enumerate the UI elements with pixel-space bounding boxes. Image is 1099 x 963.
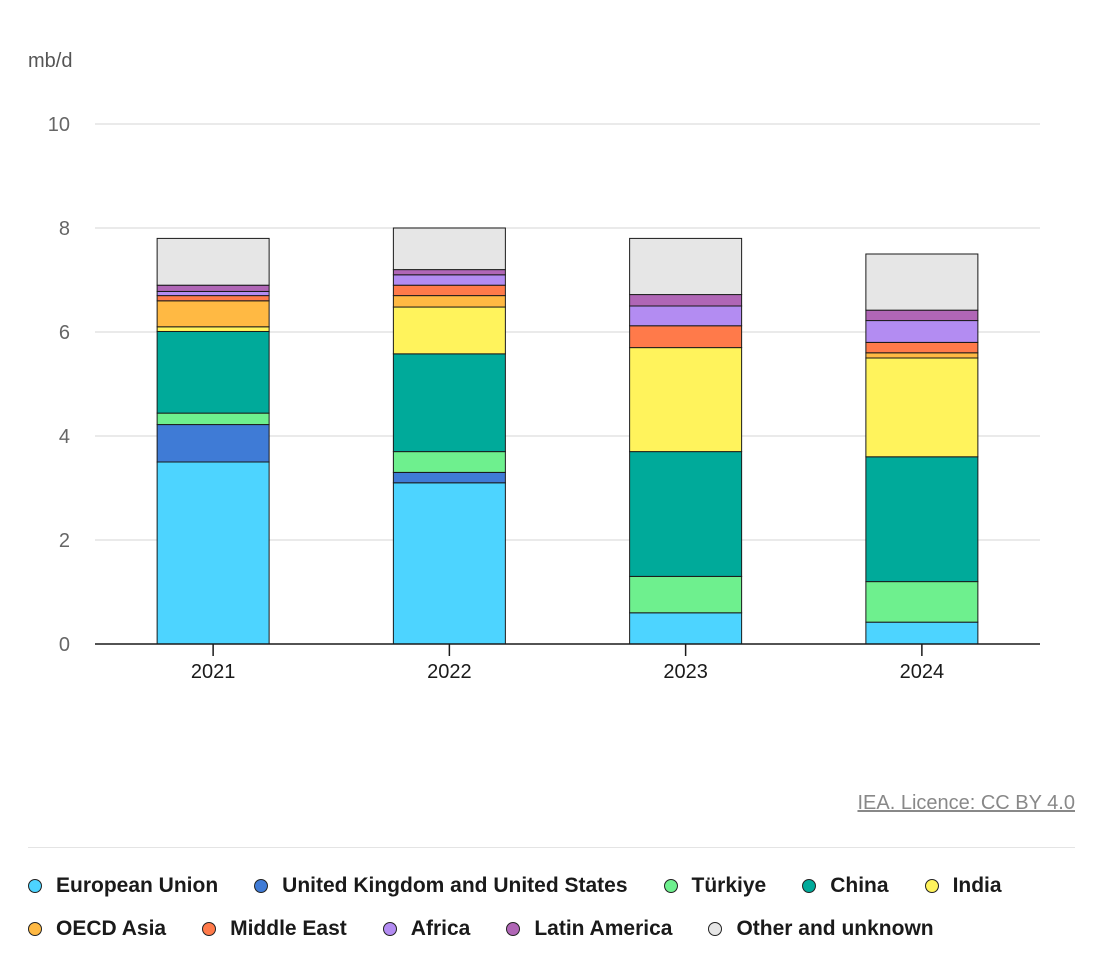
bar-segment[interactable] bbox=[392, 471, 506, 484]
y-tick-label: 2 bbox=[59, 530, 70, 552]
y-tick-label: 0 bbox=[59, 634, 70, 656]
legend-label: Africa bbox=[410, 917, 471, 940]
x-tick-label: 2021 bbox=[191, 661, 236, 683]
legend-label: Middle East bbox=[230, 917, 347, 940]
legend-item[interactable]: China bbox=[802, 874, 889, 898]
x-tick-label: 2023 bbox=[663, 661, 708, 683]
bar-segment[interactable] bbox=[392, 353, 506, 453]
y-tick-label: 8 bbox=[59, 218, 70, 240]
legend-swatch bbox=[28, 922, 42, 936]
legend-item[interactable]: United Kingdom and United States bbox=[254, 874, 628, 898]
bar-segment[interactable] bbox=[156, 284, 270, 292]
legend-label: Türkiye bbox=[691, 874, 767, 897]
bar-segment[interactable] bbox=[392, 227, 506, 271]
bar-segment[interactable] bbox=[629, 451, 743, 577]
x-tick-label: 2022 bbox=[427, 661, 472, 683]
bar-segment[interactable] bbox=[629, 347, 743, 453]
legend-swatch bbox=[802, 879, 817, 893]
stacked-bar-chart: 0 2 4 6 8 10 2021 2022 2023 2024 bbox=[48, 114, 1040, 683]
legend-item[interactable]: Latin America bbox=[506, 917, 672, 941]
bar-segment[interactable] bbox=[865, 341, 979, 354]
bar-segment[interactable] bbox=[156, 237, 270, 286]
licence-link[interactable]: IEA. Licence: CC BY 4.0 bbox=[857, 792, 1075, 814]
bar-segment[interactable] bbox=[156, 295, 270, 302]
bar-segment[interactable] bbox=[392, 269, 506, 276]
bar-segment[interactable] bbox=[392, 295, 506, 308]
bar-segment[interactable] bbox=[865, 253, 979, 311]
bar-segment[interactable] bbox=[629, 325, 743, 349]
bar-segment[interactable] bbox=[629, 575, 743, 614]
legend-swatch bbox=[28, 879, 42, 893]
bar-segment[interactable] bbox=[629, 237, 743, 296]
legend-label: OECD Asia bbox=[56, 917, 167, 940]
legend-item[interactable]: OECD Asia bbox=[28, 917, 166, 941]
legend-swatch bbox=[663, 879, 678, 893]
y-tick-label: 6 bbox=[59, 322, 70, 344]
legend-item[interactable]: India bbox=[924, 874, 1002, 898]
legend-label: European Union bbox=[56, 874, 219, 897]
bars bbox=[156, 227, 979, 645]
legend-item[interactable]: European Union bbox=[28, 874, 218, 898]
legend-divider bbox=[28, 847, 1075, 848]
bar-segment[interactable] bbox=[629, 612, 743, 645]
bar-segment[interactable] bbox=[865, 357, 979, 458]
legend-item[interactable]: Türkiye bbox=[663, 874, 767, 898]
bar-segment[interactable] bbox=[156, 424, 270, 463]
bar-segment[interactable] bbox=[156, 412, 270, 426]
bar-segment[interactable] bbox=[156, 330, 270, 414]
bar-segment[interactable] bbox=[629, 305, 743, 327]
x-axis: 2021 2022 2023 2024 bbox=[95, 643, 1040, 683]
y-tick-label: 10 bbox=[48, 114, 70, 136]
bar-segment[interactable] bbox=[392, 482, 506, 645]
bar-segment[interactable] bbox=[156, 326, 270, 332]
legend-label: United Kingdom and United States bbox=[282, 874, 628, 897]
legend-swatch bbox=[708, 922, 723, 936]
legend-swatch bbox=[382, 922, 397, 936]
legend-swatch bbox=[202, 922, 217, 936]
bar-segment[interactable] bbox=[392, 451, 506, 473]
bar-segment[interactable] bbox=[865, 352, 979, 359]
legend-swatch bbox=[506, 922, 521, 936]
legend-label: China bbox=[830, 874, 889, 897]
bar-segment[interactable] bbox=[156, 461, 270, 645]
bar-segment[interactable] bbox=[392, 284, 506, 297]
legend-label: India bbox=[952, 874, 1002, 897]
y-axis-unit-label: mb/d bbox=[28, 50, 73, 72]
y-tick-label: 4 bbox=[59, 426, 70, 448]
legend-item[interactable]: Middle East bbox=[202, 917, 347, 941]
legend-item[interactable]: Other and unknown bbox=[708, 917, 934, 941]
bar-segment[interactable] bbox=[629, 294, 743, 307]
bar-segment[interactable] bbox=[156, 300, 270, 328]
bar-segment[interactable] bbox=[865, 581, 979, 623]
bar-segment[interactable] bbox=[865, 309, 979, 322]
legend: European Union United Kingdom and United … bbox=[28, 874, 1088, 941]
bar-segment[interactable] bbox=[865, 320, 979, 343]
bar-segment[interactable] bbox=[865, 621, 979, 645]
legend-label: Latin America bbox=[534, 917, 673, 940]
legend-swatch bbox=[924, 879, 939, 893]
y-axis-ticks: 0 2 4 6 8 10 bbox=[48, 114, 70, 656]
x-tick-label: 2024 bbox=[900, 661, 945, 683]
bar-segment[interactable] bbox=[156, 290, 270, 297]
bar-segment[interactable] bbox=[392, 306, 506, 355]
legend-item[interactable]: Africa bbox=[382, 917, 471, 941]
bar-segment[interactable] bbox=[392, 274, 506, 286]
bar-segment[interactable] bbox=[865, 456, 979, 583]
legend-swatch bbox=[254, 879, 269, 893]
legend-label: Other and unknown bbox=[736, 917, 934, 940]
